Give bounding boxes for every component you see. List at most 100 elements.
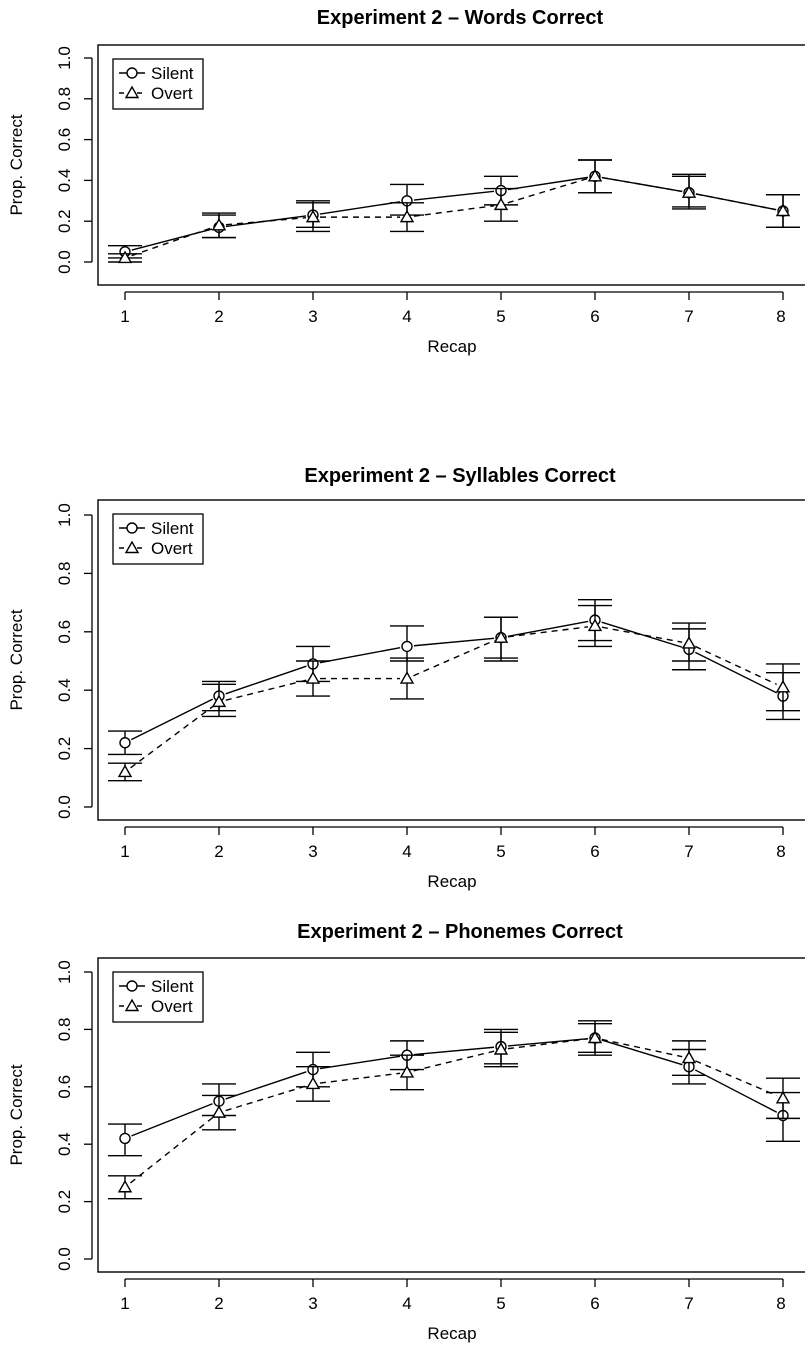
y-axis-label: Prop. Correct <box>7 609 26 710</box>
y-tick-label: 0.6 <box>55 128 74 152</box>
y-tick-label: 0.6 <box>55 1075 74 1099</box>
x-tick-label: 4 <box>402 1294 411 1313</box>
data-point <box>305 671 321 684</box>
data-point <box>587 618 603 632</box>
legend-box <box>112 58 204 110</box>
series-line-segment <box>413 637 495 647</box>
y-axis-label: Prop. Correct <box>7 114 26 215</box>
y-tick-label: 0.4 <box>55 678 74 702</box>
series-line-segment <box>225 679 307 701</box>
series-line-segment <box>413 639 495 677</box>
x-tick-label: 1 <box>120 307 129 326</box>
data-point <box>211 1105 227 1118</box>
series-line-segment <box>413 1046 495 1056</box>
y-tick-label: 0.0 <box>55 1247 74 1271</box>
x-tick-label: 1 <box>120 1294 129 1313</box>
x-tick-label: 8 <box>776 1294 785 1313</box>
data-point <box>681 1050 697 1064</box>
series-line-segment <box>507 626 589 638</box>
x-tick-label: 2 <box>214 842 223 861</box>
x-tick-label: 5 <box>496 1294 505 1313</box>
data-point <box>211 217 227 231</box>
data-point <box>775 203 791 217</box>
series-line-segment <box>319 1055 401 1070</box>
y-tick-label: 0.0 <box>55 795 74 819</box>
data-point <box>775 679 791 693</box>
series-overt <box>108 1022 800 1200</box>
y-tick-label: 0.8 <box>55 87 74 111</box>
series-line-segment <box>601 1038 683 1058</box>
x-axis-label: Recap <box>427 1324 476 1343</box>
data-point <box>399 1065 415 1078</box>
x-tick-label: 6 <box>590 1294 599 1313</box>
legend-label: Silent <box>151 977 194 996</box>
series-line-segment <box>413 190 495 201</box>
data-point <box>587 1030 603 1044</box>
chart-title: Experiment 2 – Phonemes Correct <box>297 921 623 943</box>
series-line-segment <box>130 698 214 741</box>
series-overt <box>108 604 800 782</box>
chart-panel-3: Experiment 2 – Phonemes Correct 0.0 0.2 0.4… <box>7 921 805 1343</box>
y-tick-label: 1.0 <box>55 503 74 527</box>
series-line-segment <box>601 621 683 648</box>
legend-marker <box>124 540 140 554</box>
series-line-segment <box>694 651 778 694</box>
data-point <box>399 209 415 223</box>
x-tick-label: 7 <box>684 842 693 861</box>
chart-panel-2: Experiment 2 – Syllables Correct 0.0 0.2 0.… <box>7 465 805 891</box>
y-tick-label: 0.0 <box>55 250 74 274</box>
legend-box <box>112 971 204 1023</box>
y-tick-label: 1.0 <box>55 960 74 984</box>
legend-marker <box>124 85 140 99</box>
series-line-segment <box>601 626 683 643</box>
data-point <box>681 185 697 198</box>
x-tick-label: 2 <box>214 1294 223 1313</box>
data-point <box>305 209 321 223</box>
data-point <box>493 1042 509 1055</box>
series-line-segment <box>601 176 683 193</box>
data-point <box>493 630 509 643</box>
y-axis-label: Prop. Correct <box>7 1064 26 1165</box>
chart-panel-1: Experiment 2 – Words Correct 0.0 0.2 0.4 0.6… <box>7 7 805 356</box>
series-line-segment <box>507 620 589 638</box>
series-silent <box>108 1020 800 1157</box>
series-line-segment <box>507 177 589 204</box>
data-point <box>117 250 133 264</box>
x-tick-label: 8 <box>776 842 785 861</box>
y-tick-label: 1.0 <box>55 46 74 70</box>
x-axis-label: Recap <box>427 872 476 891</box>
x-tick-label: 3 <box>308 842 317 861</box>
data-point <box>401 640 413 653</box>
data-point <box>117 1179 133 1193</box>
series-line-segment <box>695 193 777 211</box>
series-line-segment <box>131 226 213 257</box>
legend-marker <box>126 67 138 79</box>
x-tick-label: 1 <box>120 842 129 861</box>
series-line-segment <box>225 665 307 695</box>
y-tick-label: 0.2 <box>55 209 74 233</box>
plot-frame <box>97 957 805 1273</box>
series-line-segment <box>130 705 214 769</box>
data-point <box>775 1090 791 1104</box>
x-tick-label: 6 <box>590 842 599 861</box>
x-tick-label: 8 <box>776 307 785 326</box>
data-point <box>305 1076 321 1090</box>
x-tick-label: 7 <box>684 307 693 326</box>
data-point <box>587 168 603 182</box>
x-tick-label: 5 <box>496 307 505 326</box>
x-tick-label: 7 <box>684 1294 693 1313</box>
legend-box <box>112 513 204 565</box>
series-line-segment <box>225 217 307 226</box>
series-line-segment <box>413 1050 495 1072</box>
x-tick-label: 5 <box>496 842 505 861</box>
y-tick-label: 0.8 <box>55 562 74 586</box>
series-line-segment <box>695 645 777 685</box>
plot-frame <box>97 499 805 821</box>
x-tick-label: 4 <box>402 307 411 326</box>
y-tick-label: 0.4 <box>55 1132 74 1156</box>
series-line-segment <box>131 1103 213 1137</box>
